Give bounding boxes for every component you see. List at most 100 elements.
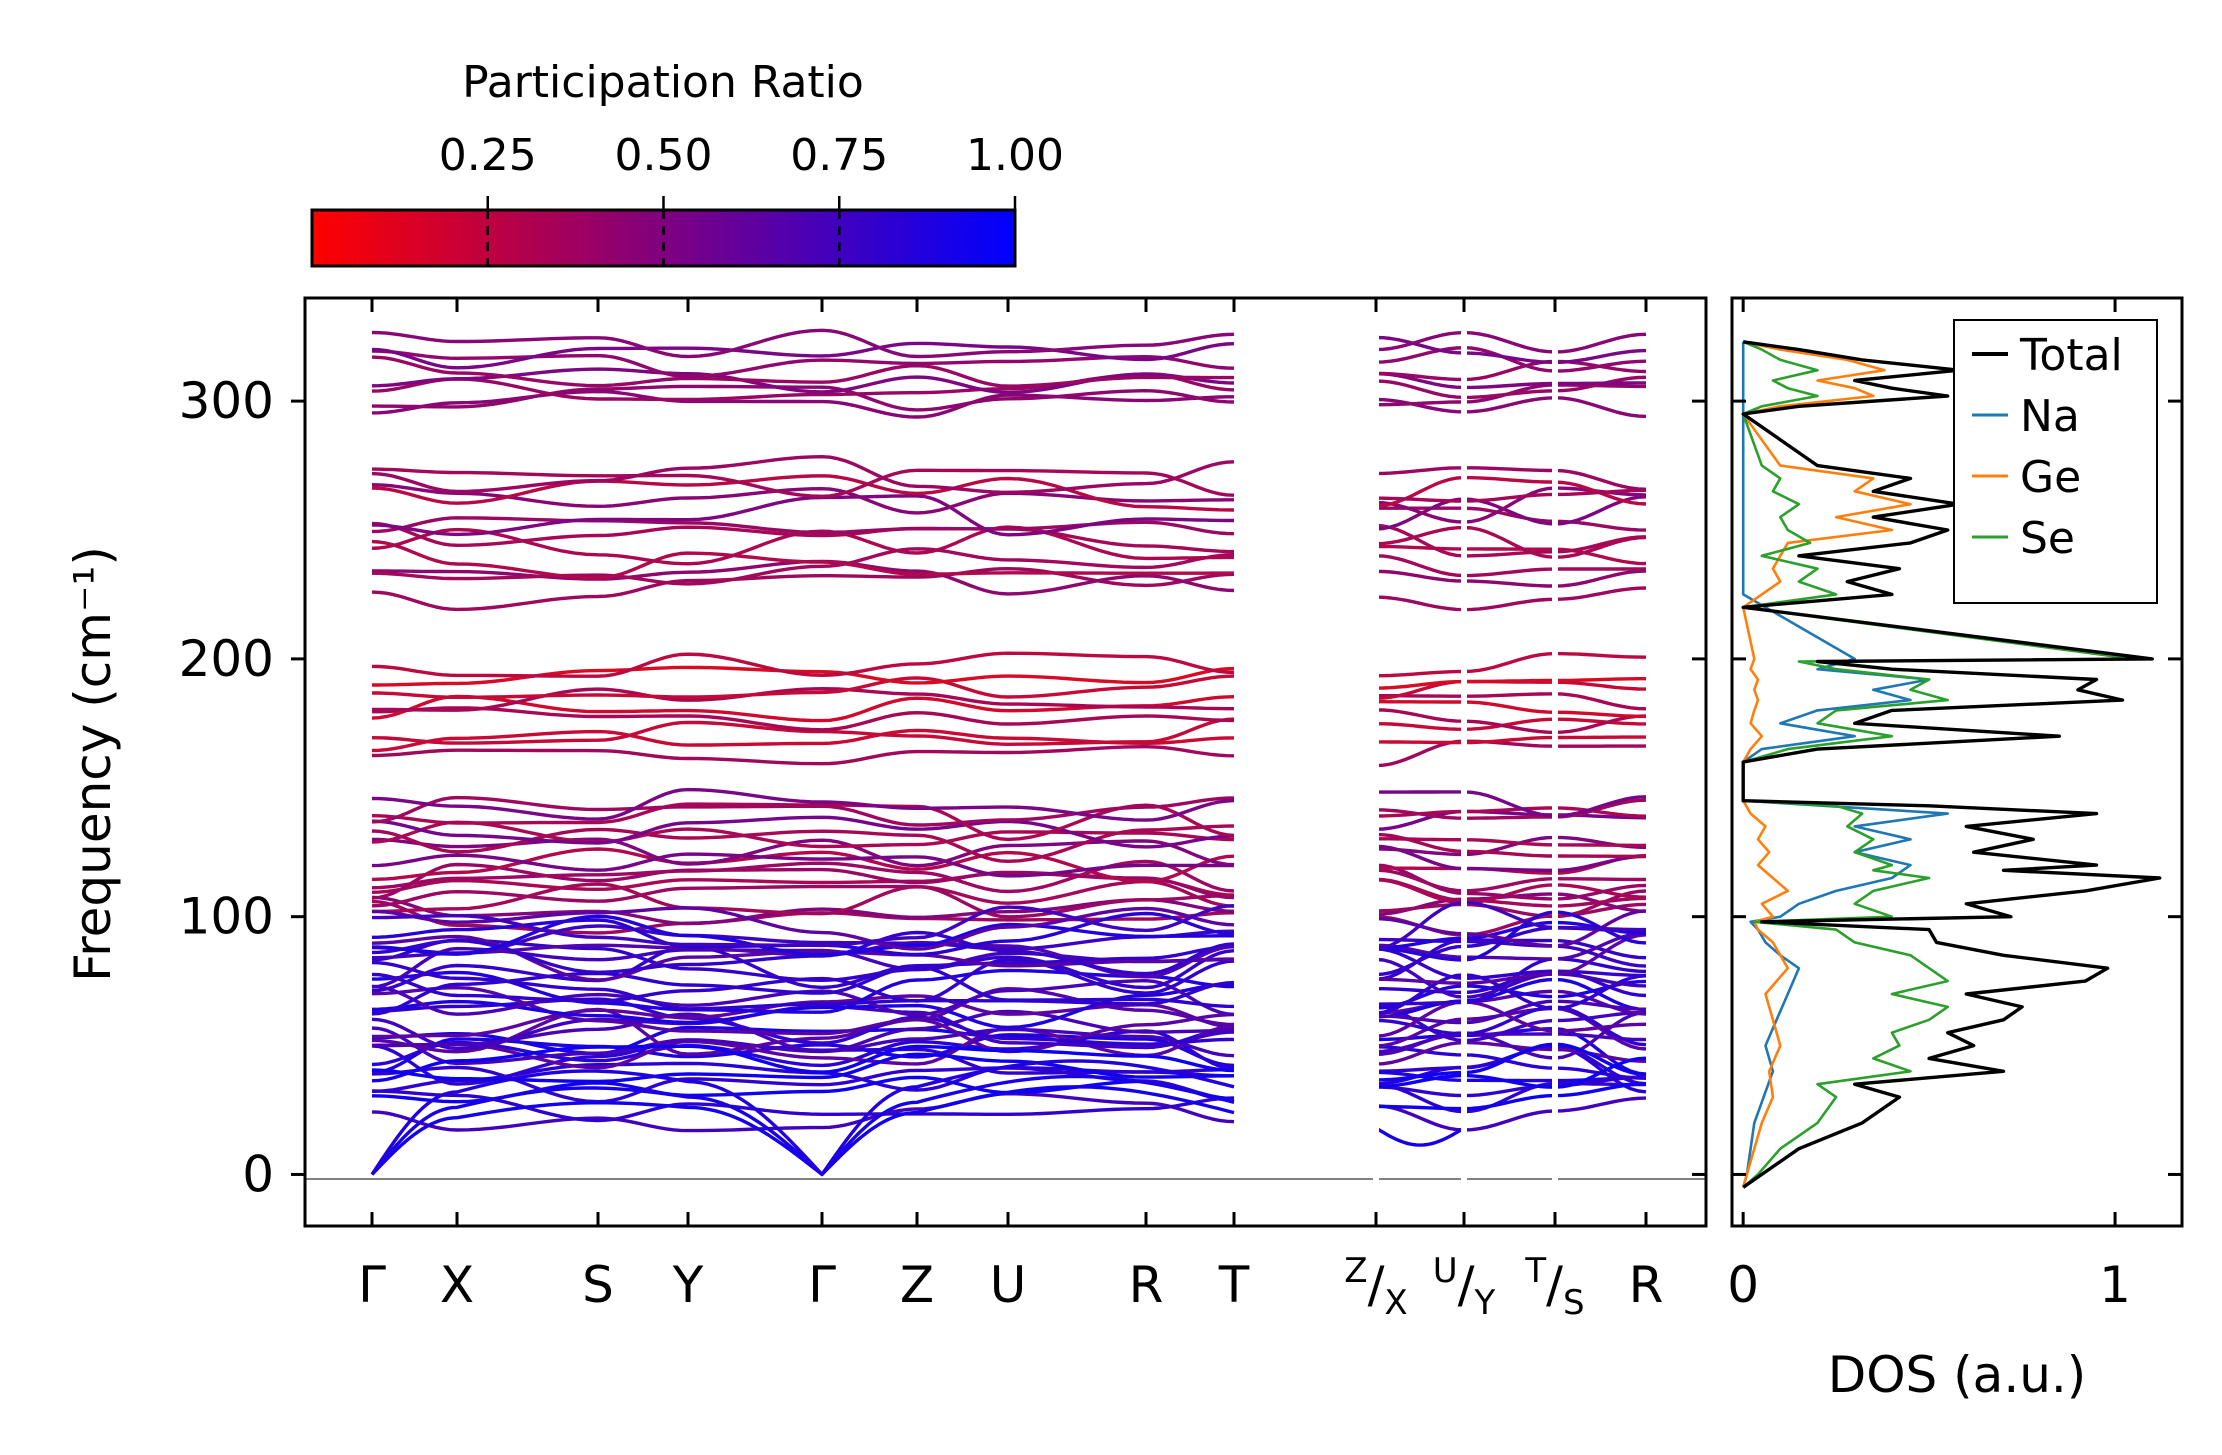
band-line: [1376, 496, 1464, 503]
segment-separators: [1373, 298, 1558, 1226]
band-line: [371, 960, 1235, 1011]
kpath-axis: Γ X S Y Γ Z U R T Z/XU/YT/S R: [358, 298, 1663, 1323]
band-line: [1463, 877, 1556, 893]
band-line: [1375, 708, 1465, 723]
band-line: [1375, 335, 1465, 355]
y-tick-label: 200: [179, 630, 274, 688]
band-line: [1463, 891, 1556, 901]
k-point-label: Y: [672, 1256, 704, 1314]
band-line: [1376, 740, 1464, 745]
k-point-label: Z: [900, 1256, 934, 1314]
y-tick-label: 300: [179, 372, 274, 430]
band-line: [1463, 492, 1556, 503]
k-point-label: S: [582, 1256, 614, 1314]
band-line: [1463, 900, 1556, 930]
colorbar-tick-label: 0.50: [615, 130, 713, 181]
band-line: [1464, 838, 1555, 847]
band-line: [1463, 1109, 1556, 1132]
band-line: [1554, 925, 1646, 932]
band-line: [371, 914, 1234, 957]
band-line: [371, 824, 1235, 863]
frequency-axis: 0 100 200 300: [179, 372, 1706, 1203]
band-line: [1463, 969, 1556, 980]
band-line: [1463, 735, 1556, 745]
band-line: [1375, 1045, 1465, 1057]
band-line: [1375, 346, 1465, 364]
band-line: [1375, 878, 1465, 905]
band-line: [372, 994, 1235, 1039]
band-line: [1463, 717, 1556, 731]
band-line: [1375, 739, 1465, 768]
band-line: [1463, 972, 1556, 985]
band-line: [1554, 883, 1647, 901]
band-line: [1554, 692, 1647, 711]
k-point-label: Z/X: [1344, 1251, 1407, 1323]
dos-x-tick-label: 1: [2099, 1256, 2131, 1314]
band-line: [1554, 877, 1646, 882]
k-point-label: U: [990, 1256, 1027, 1314]
band-line: [371, 1092, 1235, 1133]
band-line: [1376, 544, 1464, 551]
band-line: [1554, 1082, 1647, 1098]
band-line: [1554, 569, 1647, 588]
band-line: [1554, 989, 1647, 1016]
colorbar-ticks: 0.25 0.50 0.75 1.00: [439, 130, 1064, 266]
band-line: [1555, 488, 1647, 497]
band-line: [371, 852, 1234, 878]
k-point-label: Γ: [808, 1256, 836, 1314]
band-line: [1375, 1070, 1465, 1082]
band-line: [1375, 808, 1465, 820]
band-line: [371, 474, 1235, 512]
band-line: [371, 651, 1235, 678]
band-line: [1554, 1022, 1647, 1033]
band-line: [1375, 475, 1465, 508]
k-point-label: Γ: [358, 1256, 386, 1314]
band-line: [1554, 680, 1647, 691]
band-line: [370, 1059, 1235, 1177]
k-point-label: R: [1129, 1256, 1164, 1314]
band-line: [1376, 977, 1464, 985]
band-line: [1463, 1000, 1556, 1033]
band-line: [371, 467, 1235, 498]
band-line: [372, 904, 1235, 948]
band-line: [1463, 550, 1556, 558]
band-line: [1554, 896, 1647, 908]
band-line: [1375, 554, 1465, 578]
colorbar: Participation Ratio 0.25 0.50 0.75 1.00: [310, 57, 1064, 268]
band-line: [1554, 795, 1647, 818]
band-line: [1463, 1073, 1556, 1089]
band-line: [1463, 957, 1556, 1005]
band-line: [1375, 397, 1465, 414]
band-line: [1375, 847, 1465, 857]
band-line: [1375, 1014, 1465, 1025]
y-tick-label: 100: [179, 888, 274, 946]
band-line: [1375, 1018, 1465, 1036]
band-line: [1376, 669, 1465, 678]
band-line: [1554, 396, 1647, 419]
band-line: [1463, 932, 1556, 948]
dos-line-total: [1741, 340, 2162, 1189]
band-line: [1375, 722, 1465, 731]
band-line: [371, 879, 1235, 916]
band-line: [371, 787, 1235, 822]
band-line: [1463, 719, 1556, 735]
band-line: [1554, 974, 1647, 1011]
band-line: [371, 815, 1235, 849]
band-line: [1554, 535, 1647, 559]
band-line: [1463, 1042, 1556, 1075]
band-line: [371, 1089, 1235, 1123]
band-line: [1375, 1104, 1464, 1111]
band-line: [1464, 381, 1556, 390]
colorbar-label: Participation Ratio: [462, 57, 864, 108]
band-line: [1464, 692, 1556, 698]
band-line: [1463, 910, 1556, 962]
band-line: [371, 862, 1235, 900]
band-line: [372, 687, 1234, 712]
k-point-label: X: [440, 1256, 474, 1314]
band-line: [1554, 1010, 1647, 1060]
band-line: [1464, 678, 1555, 684]
band-line: [1376, 987, 1465, 995]
